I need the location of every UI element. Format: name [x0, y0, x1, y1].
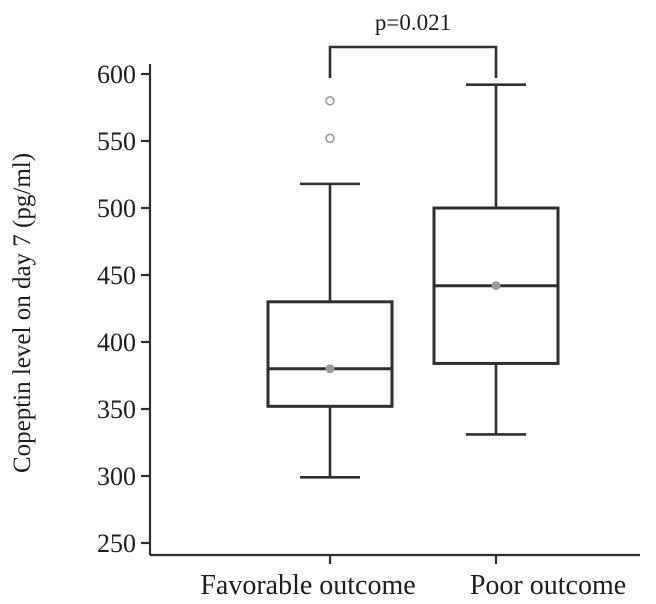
y-tick-label: 500 [97, 194, 136, 223]
mean-marker [491, 281, 501, 291]
box-plot-group [266, 96, 394, 479]
iqr-box [266, 300, 394, 408]
box-plot-group [432, 83, 560, 436]
y-tick-label: 550 [97, 127, 136, 156]
outlier-point [325, 96, 335, 106]
x-category-label: Favorable outcome [200, 570, 415, 601]
box-plots [266, 83, 560, 479]
outlier-point [325, 133, 335, 144]
y-tick-label: 400 [97, 328, 136, 357]
significance-bracket [328, 45, 498, 78]
y-tick-label: 350 [97, 395, 136, 424]
y-tick-label: 250 [97, 529, 136, 558]
significance-annotation: p=0.021 [328, 10, 498, 78]
axes [148, 64, 640, 557]
y-tick-label: 600 [97, 60, 136, 89]
mean-marker [325, 364, 335, 374]
y-axis-label: Copeptin level on day 7 (pg/ml) [9, 153, 36, 473]
y-axis-ticks: 250 300 350 400 450 500 550 600 Favorable outcom… [97, 60, 626, 601]
y-tick-label: 300 [97, 462, 136, 491]
x-category-label: Poor outcome [470, 570, 626, 601]
y-tick-label: 450 [97, 261, 136, 290]
p-value-label: p=0.021 [375, 10, 451, 35]
